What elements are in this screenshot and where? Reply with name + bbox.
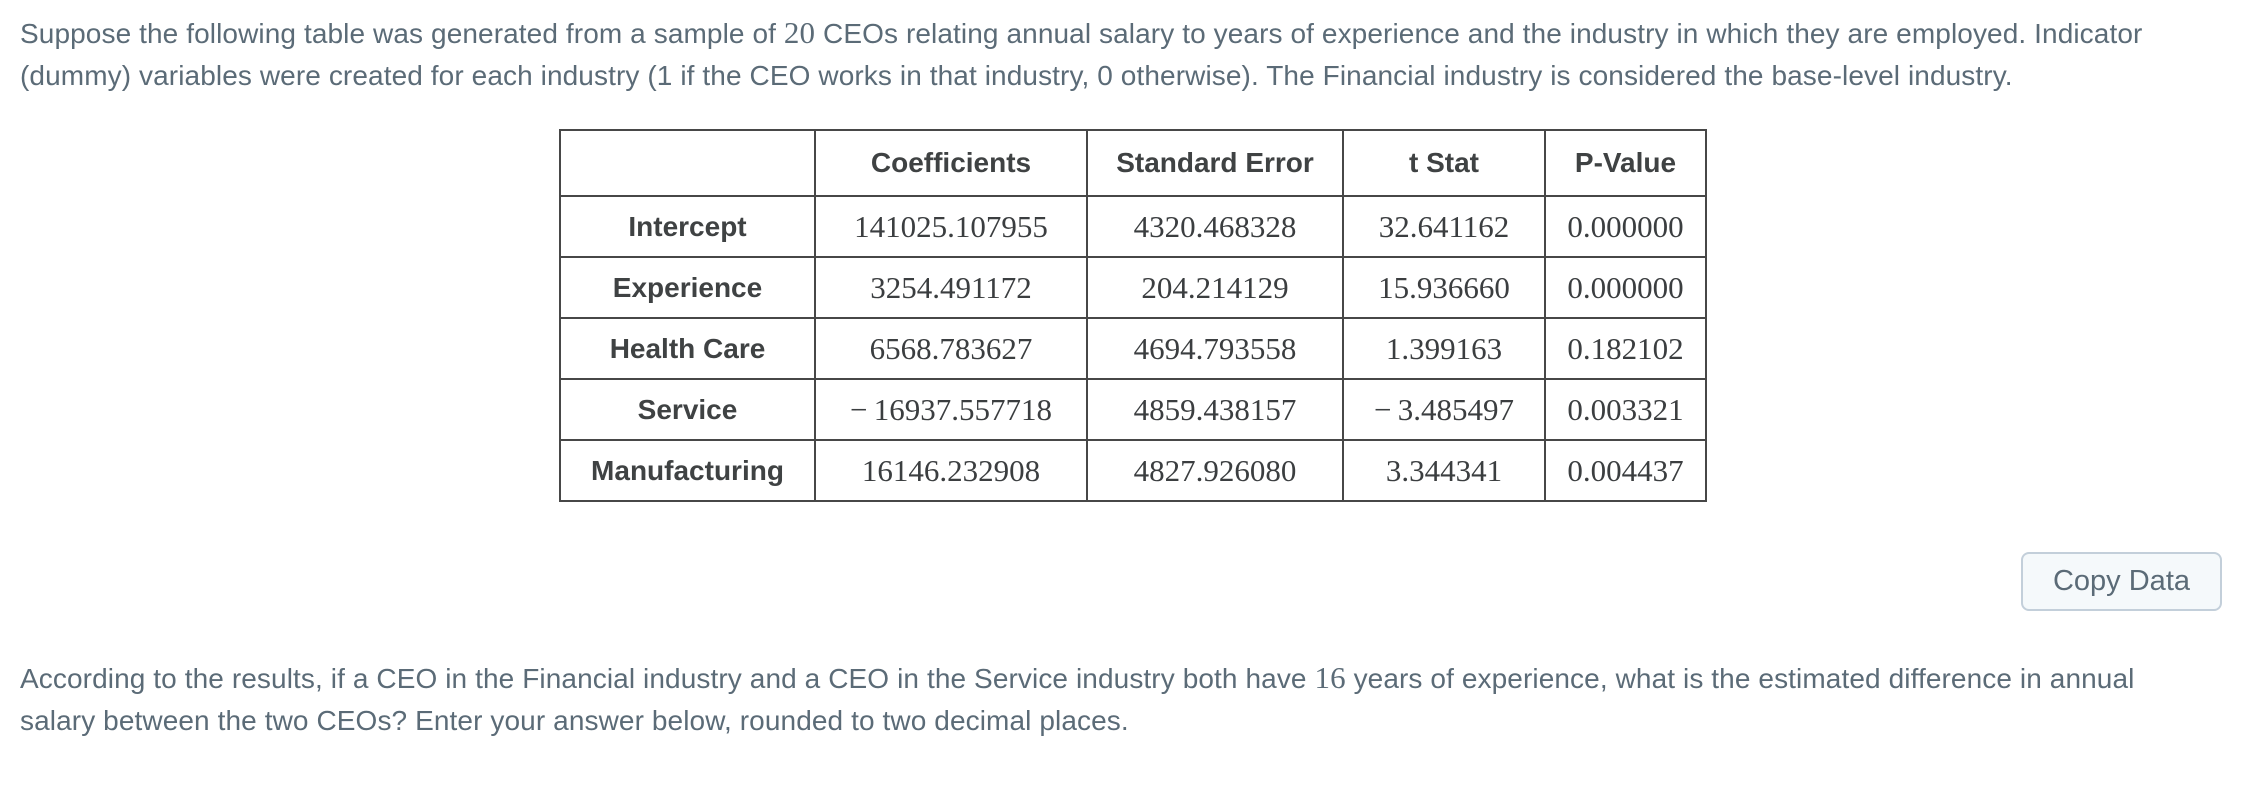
intro-text-1: Suppose the following table was generate… — [20, 18, 784, 49]
row-label-intercept: Intercept — [559, 195, 816, 258]
table-row-service: Service − 16937.557718 4859.438157 − 3.4… — [559, 378, 1707, 441]
table-cell: − 3.485497 — [1342, 378, 1546, 441]
row-label-manufacturing: Manufacturing — [559, 439, 816, 502]
intro-text-3: (dummy) variables were created for each … — [20, 60, 2013, 91]
table-cell: 0.000000 — [1544, 256, 1707, 319]
corner-cell — [559, 129, 816, 197]
table-row-intercept: Intercept 141025.107955 4320.468328 32.6… — [559, 195, 1707, 258]
intro-text-2: CEOs relating annual salary to years of … — [815, 18, 2143, 49]
intro-paragraph: Suppose the following table was generate… — [20, 12, 2246, 97]
question-text-3: salary between the two CEOs? Enter your … — [20, 705, 1129, 736]
table-row-manufacturing: Manufacturing 16146.232908 4827.926080 3… — [559, 439, 1707, 502]
table-header-row: Coefficients Standard Error t Stat P-Val… — [559, 129, 1707, 197]
question-text-1: According to the results, if a CEO in th… — [20, 663, 1315, 694]
col-header-p-value: P-Value — [1544, 129, 1707, 197]
row-label-experience: Experience — [559, 256, 816, 319]
years-number: 16 — [1314, 660, 1346, 695]
table-cell: 4320.468328 — [1086, 195, 1344, 258]
table-row-experience: Experience 3254.491172 204.214129 15.936… — [559, 256, 1707, 319]
copy-data-button[interactable]: Copy Data — [2020, 552, 2222, 611]
table-cell: 16146.232908 — [814, 439, 1088, 502]
table-cell: 3.344341 — [1342, 439, 1546, 502]
regression-table: Coefficients Standard Error t Stat P-Val… — [559, 129, 1707, 502]
table-cell: 4859.438157 — [1086, 378, 1344, 441]
table-cell: 15.936660 — [1342, 256, 1546, 319]
col-header-t-stat: t Stat — [1342, 129, 1546, 197]
table-row-health-care: Health Care 6568.783627 4694.793558 1.39… — [559, 317, 1707, 380]
table-cell: 0.004437 — [1544, 439, 1707, 502]
table-cell: 1.399163 — [1342, 317, 1546, 380]
table-cell: 32.641162 — [1342, 195, 1546, 258]
button-row: Copy Data — [20, 552, 2246, 611]
table-cell: 3254.491172 — [814, 256, 1088, 319]
question-page: Suppose the following table was generate… — [20, 12, 2246, 742]
col-header-coefficients: Coefficients — [814, 129, 1088, 197]
row-label-health-care: Health Care — [559, 317, 816, 380]
sample-size-number: 20 — [783, 15, 816, 50]
table-cell: 141025.107955 — [814, 195, 1088, 258]
table-cell: 0.000000 — [1544, 195, 1707, 258]
table-cell: 0.182102 — [1544, 317, 1707, 380]
row-label-service: Service — [559, 378, 816, 441]
table-cell: 6568.783627 — [814, 317, 1088, 380]
table-cell: 204.214129 — [1086, 256, 1344, 319]
table-cell: − 16937.557718 — [814, 378, 1088, 441]
regression-table-container: Coefficients Standard Error t Stat P-Val… — [20, 129, 2246, 502]
table-cell: 0.003321 — [1544, 378, 1707, 441]
table-cell: 4827.926080 — [1086, 439, 1344, 502]
question-paragraph: According to the results, if a CEO in th… — [20, 657, 2246, 742]
question-text-2: years of experience, what is the estimat… — [1345, 663, 2135, 694]
table-cell: 4694.793558 — [1086, 317, 1344, 380]
col-header-standard-error: Standard Error — [1086, 129, 1344, 197]
